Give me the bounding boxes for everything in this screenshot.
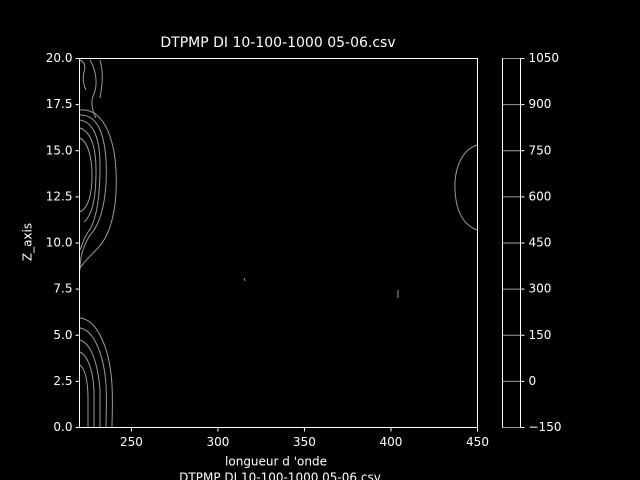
- colorbar-tick-label: 900: [529, 97, 552, 111]
- x-tick-label: 300: [206, 435, 229, 449]
- footer-text: DTPMP DI 10-100-1000 05-06.csv: [179, 471, 381, 480]
- y-tick-label: 0.0: [53, 420, 72, 434]
- x-axis-label: longueur d 'onde: [225, 455, 327, 469]
- y-tick-label: 12.5: [46, 189, 73, 203]
- contour-line: [79, 114, 107, 271]
- y-axis-label: Z_axis: [21, 223, 35, 261]
- y-tick-label: 10.0: [46, 236, 73, 250]
- y-tick-label: 2.5: [53, 374, 72, 388]
- contour-line: [79, 364, 89, 427]
- x-tick-label: 400: [380, 435, 403, 449]
- colorbar-tick-label: 0: [529, 374, 537, 388]
- contour-line: [79, 137, 93, 213]
- contour-line: [79, 127, 97, 223]
- colorbar-tick-label: 750: [529, 143, 552, 157]
- y-tick-label: 15.0: [46, 143, 73, 157]
- colorbar-tick-label: −150: [529, 420, 562, 434]
- contours: [79, 59, 478, 428]
- contour-line: [79, 59, 87, 91]
- colorbar-tick-label: 150: [529, 328, 552, 342]
- y-tick-label: 20.0: [46, 51, 73, 65]
- x-tick-label: 450: [466, 435, 489, 449]
- colorbar-tick-label: 600: [529, 189, 552, 203]
- contour-line: [79, 327, 107, 428]
- x-tick-label: 350: [293, 435, 316, 449]
- chart-title: DTPMP DI 10-100-1000 05-06.csv: [160, 35, 395, 51]
- contour-line: [79, 109, 117, 269]
- contour-line: [454, 144, 478, 231]
- contour-line: [89, 59, 97, 119]
- colorbar-tick-label: 1050: [529, 51, 560, 65]
- colorbar-tick-label: 300: [529, 282, 552, 296]
- contour-line: [243, 277, 246, 282]
- y-tick-label: 5.0: [53, 328, 72, 342]
- colorbar-tick-label: 450: [529, 236, 552, 250]
- contour-line: [79, 317, 113, 428]
- contour-line: [99, 59, 103, 99]
- contour-line: [79, 119, 101, 251]
- contour-line: [79, 351, 95, 427]
- y-tick-label: 7.5: [53, 282, 72, 296]
- x-tick-label: 250: [120, 435, 143, 449]
- y-tick-label: 17.5: [46, 97, 73, 111]
- contour-line: [79, 339, 101, 427]
